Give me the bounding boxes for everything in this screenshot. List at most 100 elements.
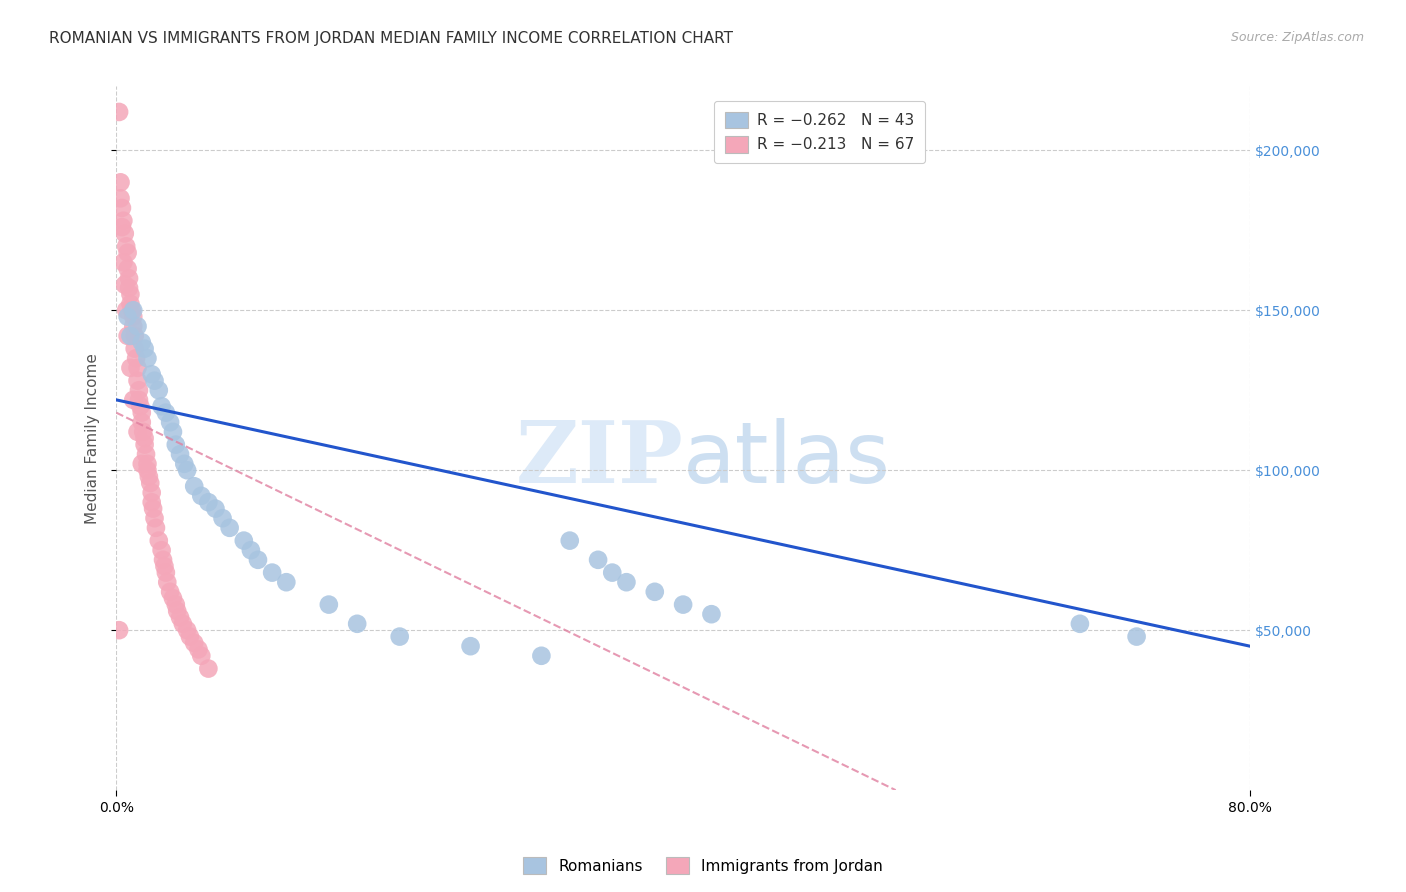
Point	[115, 303, 138, 318]
Point	[1069, 616, 1091, 631]
Point	[141, 495, 163, 509]
Point	[172, 616, 194, 631]
Point	[115, 239, 138, 253]
Point	[179, 630, 201, 644]
Point	[156, 575, 179, 590]
Point	[586, 553, 609, 567]
Point	[318, 598, 340, 612]
Point	[122, 392, 145, 407]
Point	[176, 463, 198, 477]
Point	[136, 457, 159, 471]
Point	[148, 384, 170, 398]
Point	[152, 553, 174, 567]
Point	[121, 303, 143, 318]
Point	[124, 342, 146, 356]
Point	[117, 261, 139, 276]
Point	[159, 415, 181, 429]
Point	[460, 639, 482, 653]
Text: ZIP: ZIP	[516, 417, 683, 501]
Point	[129, 399, 152, 413]
Point	[122, 303, 145, 318]
Point	[166, 604, 188, 618]
Point	[136, 463, 159, 477]
Point	[169, 610, 191, 624]
Point	[190, 489, 212, 503]
Point	[190, 648, 212, 663]
Point	[110, 175, 132, 189]
Point	[346, 616, 368, 631]
Point	[141, 485, 163, 500]
Point	[644, 584, 666, 599]
Point	[155, 566, 177, 580]
Point	[169, 447, 191, 461]
Point	[108, 623, 131, 637]
Point	[136, 351, 159, 366]
Point	[616, 575, 638, 590]
Point	[117, 329, 139, 343]
Point	[1125, 630, 1147, 644]
Point	[114, 277, 136, 292]
Text: ROMANIAN VS IMMIGRANTS FROM JORDAN MEDIAN FAMILY INCOME CORRELATION CHART: ROMANIAN VS IMMIGRANTS FROM JORDAN MEDIA…	[49, 31, 733, 46]
Point	[700, 607, 723, 622]
Point	[117, 245, 139, 260]
Point	[204, 501, 226, 516]
Point	[239, 543, 262, 558]
Point	[148, 533, 170, 548]
Point	[187, 642, 209, 657]
Text: atlas: atlas	[683, 417, 891, 501]
Point	[142, 501, 165, 516]
Point	[232, 533, 254, 548]
Point	[132, 425, 155, 439]
Point	[143, 511, 166, 525]
Point	[131, 457, 153, 471]
Point	[118, 281, 141, 295]
Y-axis label: Median Family Income: Median Family Income	[86, 353, 100, 524]
Point	[120, 287, 142, 301]
Point	[262, 566, 284, 580]
Point	[112, 255, 135, 269]
Point	[134, 342, 156, 356]
Point	[162, 591, 184, 606]
Point	[141, 368, 163, 382]
Point	[246, 553, 269, 567]
Point	[162, 425, 184, 439]
Point	[150, 399, 173, 413]
Point	[155, 406, 177, 420]
Point	[153, 559, 176, 574]
Point	[131, 406, 153, 420]
Point	[145, 521, 167, 535]
Point	[139, 476, 162, 491]
Point	[165, 598, 187, 612]
Point	[165, 437, 187, 451]
Point	[183, 636, 205, 650]
Point	[111, 220, 134, 235]
Point	[124, 329, 146, 343]
Point	[120, 329, 142, 343]
Point	[110, 191, 132, 205]
Point	[118, 271, 141, 285]
Point	[128, 384, 150, 398]
Point	[197, 662, 219, 676]
Point	[125, 351, 148, 366]
Point	[530, 648, 553, 663]
Point	[114, 227, 136, 241]
Point	[388, 630, 411, 644]
Point	[134, 431, 156, 445]
Point	[122, 310, 145, 324]
Point	[600, 566, 623, 580]
Point	[131, 415, 153, 429]
Point	[135, 447, 157, 461]
Point	[120, 360, 142, 375]
Point	[131, 335, 153, 350]
Point	[183, 479, 205, 493]
Point	[108, 105, 131, 120]
Legend: R = −0.262   N = 43, R = −0.213   N = 67: R = −0.262 N = 43, R = −0.213 N = 67	[714, 101, 925, 163]
Point	[176, 623, 198, 637]
Point	[276, 575, 298, 590]
Text: Source: ZipAtlas.com: Source: ZipAtlas.com	[1230, 31, 1364, 45]
Point	[122, 319, 145, 334]
Point	[117, 310, 139, 324]
Point	[150, 543, 173, 558]
Point	[143, 374, 166, 388]
Point	[134, 437, 156, 451]
